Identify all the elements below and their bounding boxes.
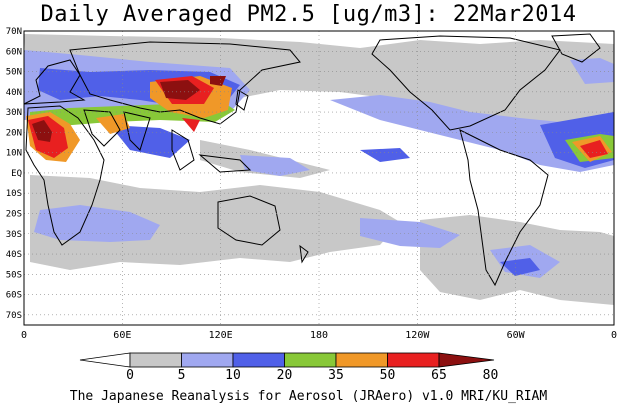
colorbar-segment bbox=[284, 352, 337, 368]
lat-label: 70S bbox=[6, 311, 22, 321]
map-frame bbox=[23, 30, 615, 326]
lon-label: 0 bbox=[21, 330, 27, 341]
lat-label: 50S bbox=[6, 270, 22, 280]
lon-label: 60E bbox=[113, 330, 131, 341]
colorbar: 0 5 10 20 35 50 65 80 bbox=[79, 352, 499, 383]
colorbar-low-arrow bbox=[79, 352, 131, 368]
lat-label: 40S bbox=[6, 250, 22, 260]
lat-label: 60S bbox=[6, 291, 22, 301]
lat-label: 50N bbox=[6, 68, 22, 78]
colorbar-segment bbox=[232, 352, 285, 368]
colorbar-segment bbox=[335, 352, 388, 368]
colorbar-tick: 20 bbox=[277, 368, 293, 383]
lat-label: 70N bbox=[6, 27, 22, 37]
colorbar-tick: 5 bbox=[178, 368, 186, 383]
lat-label: 30N bbox=[6, 108, 22, 118]
lat-lon-grid bbox=[24, 31, 614, 325]
lon-label: 180 bbox=[310, 330, 328, 341]
longitude-labels: 0 60E 120E 180 120W 60W 0 bbox=[21, 330, 617, 341]
footer-credit: The Japanese Reanalysis for Aerosol (JRA… bbox=[69, 389, 548, 404]
lon-label: 0 bbox=[611, 330, 617, 341]
lon-label: 120E bbox=[209, 330, 233, 341]
colorbar-segment bbox=[181, 352, 234, 368]
lat-label: 10S bbox=[6, 189, 22, 199]
lat-label: 20N bbox=[6, 128, 22, 138]
lat-label: 30S bbox=[6, 230, 22, 240]
pm-band-over-80 bbox=[32, 76, 226, 142]
colorbar-segment bbox=[387, 352, 440, 368]
lon-label: 60W bbox=[507, 330, 526, 341]
lat-label: 60N bbox=[6, 47, 22, 57]
coastlines bbox=[23, 33, 601, 287]
lat-label: EQ bbox=[11, 169, 22, 179]
colorbar-tick: 80 bbox=[483, 368, 499, 383]
colorbar-high-arrow bbox=[438, 352, 495, 368]
colorbar-tick: 35 bbox=[328, 368, 344, 383]
lat-label: 20S bbox=[6, 209, 22, 219]
lat-label: 10N bbox=[6, 149, 22, 159]
map-title: Daily Averaged PM2.5 [ug/m3]: 22Mar2014 bbox=[40, 2, 577, 27]
lat-label: 40N bbox=[6, 88, 22, 98]
lon-label: 120W bbox=[405, 330, 430, 341]
colorbar-tick: 50 bbox=[380, 368, 396, 383]
colorbar-tick: 65 bbox=[431, 368, 447, 383]
colorbar-tick: 0 bbox=[126, 368, 134, 383]
latitude-labels: 70N 60N 50N 40N 30N 20N 10N EQ 10S 20S 30S 40S 50S 60… bbox=[6, 27, 22, 321]
colorbar-segment bbox=[129, 352, 182, 368]
colorbar-tick: 10 bbox=[225, 368, 241, 383]
